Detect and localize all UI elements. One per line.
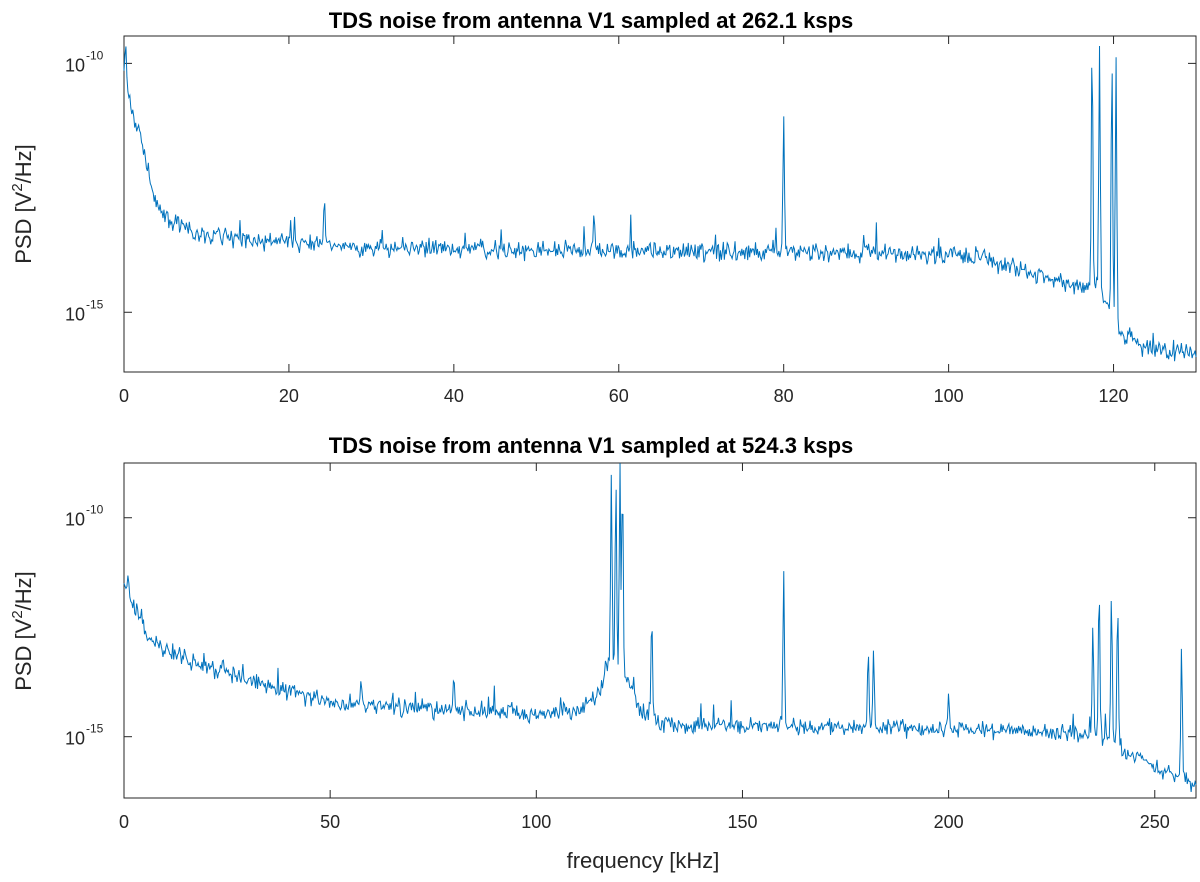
top-plot-title: TDS noise from antenna V1 sampled at 262… [329, 8, 854, 33]
top-plot: TDS noise from antenna V1 sampled at 262… [9, 8, 1197, 406]
y-tick-label-base: 10 [65, 510, 85, 530]
y-tick-label-exponent: -10 [86, 503, 104, 517]
x-tick-label: 0 [119, 386, 129, 406]
y-tick-label-base: 10 [65, 55, 85, 75]
x-tick-label: 150 [727, 812, 757, 832]
x-tick-label: 100 [521, 812, 551, 832]
x-tick-label: 200 [934, 812, 964, 832]
x-tick-label: 50 [320, 812, 340, 832]
x-tick-label: 120 [1099, 386, 1129, 406]
bottom-plot-x-axis-label: frequency [kHz] [567, 848, 720, 873]
x-tick-label: 100 [934, 386, 964, 406]
x-tick-label: 0 [119, 812, 129, 832]
y-tick-label-base: 10 [65, 304, 85, 324]
y-tick-label-exponent: -15 [86, 297, 104, 311]
bottom-plot: TDS noise from antenna V1 sampled at 524… [9, 433, 1197, 873]
bottom-plot-psd-line [123, 463, 1197, 793]
bottom-plot-y-axis-label: PSD [V2/Hz] [9, 571, 36, 691]
y-tick-label-base: 10 [65, 729, 85, 749]
top-plot-psd-line [123, 45, 1197, 362]
bottom-plot-title: TDS noise from antenna V1 sampled at 524… [329, 433, 854, 458]
bottom-plot-axes-frame [123, 462, 1197, 799]
x-tick-label: 80 [774, 386, 794, 406]
top-plot-y-axis-label: PSD [V2/Hz] [9, 144, 36, 264]
y-tick-label-exponent: -10 [86, 48, 104, 62]
y-tick-label-exponent: -15 [86, 722, 104, 736]
x-tick-label: 60 [609, 386, 629, 406]
top-plot-axes-frame [123, 35, 1197, 373]
x-tick-label: 20 [279, 386, 299, 406]
x-tick-label: 250 [1140, 812, 1170, 832]
x-tick-label: 40 [444, 386, 464, 406]
